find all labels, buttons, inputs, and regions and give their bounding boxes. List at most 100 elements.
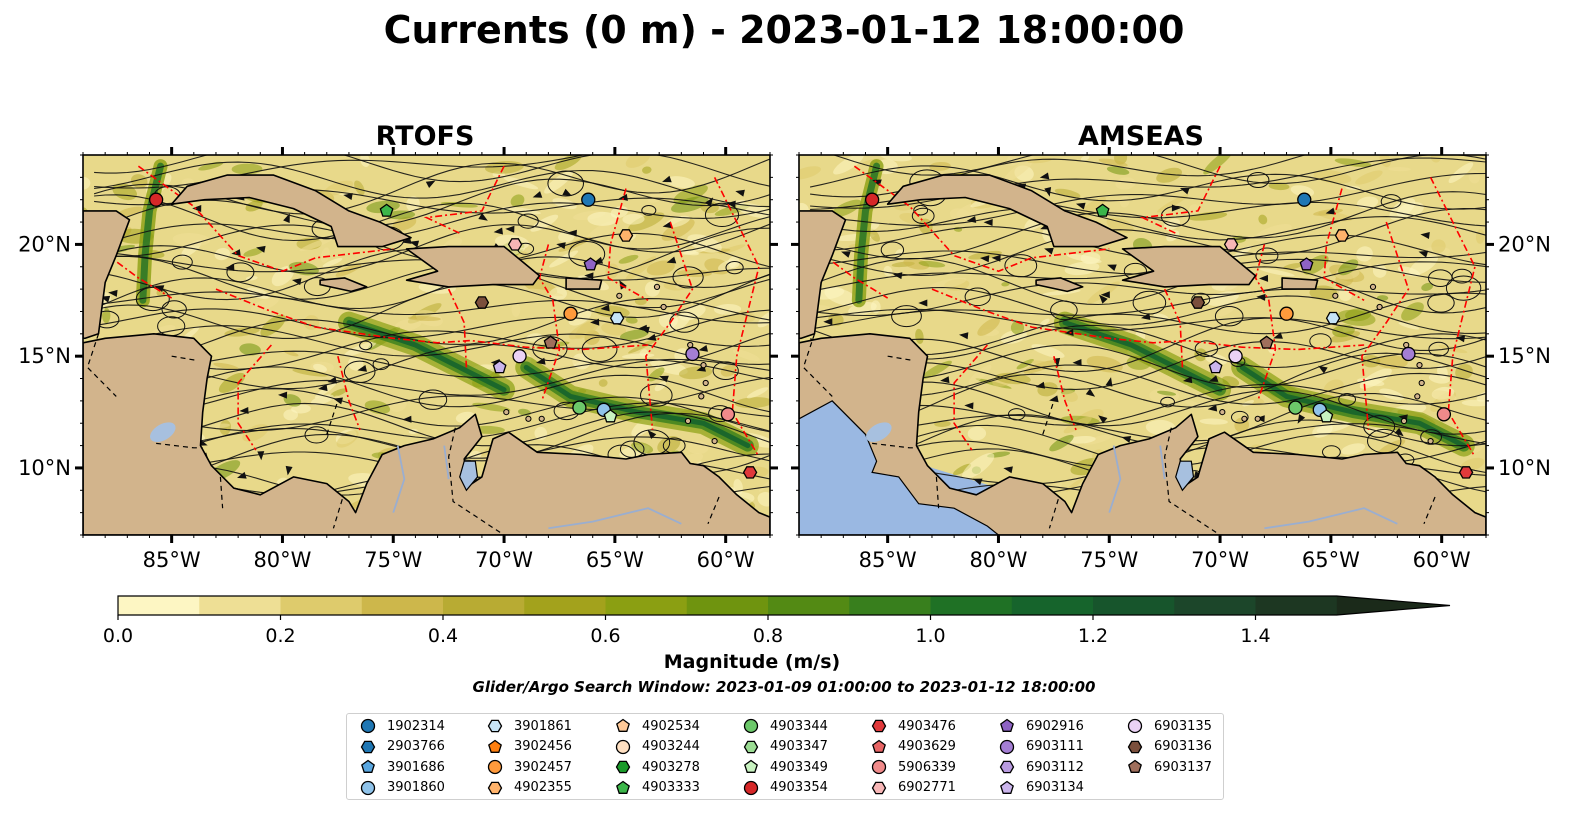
legend-item-4903344: 4903344	[740, 716, 828, 736]
x-tick-label: 70°W	[475, 548, 533, 572]
legend-marker-4902355	[487, 781, 503, 794]
y-tick-label: 10°N	[18, 456, 71, 480]
legend-marker-6903135	[1127, 718, 1143, 734]
hexagon-marker-icon	[871, 781, 887, 794]
float-marker-6903134	[1208, 360, 1223, 374]
float-marker-4902355	[618, 229, 634, 242]
pentagon-marker-icon	[1000, 780, 1014, 794]
float-marker-4903344	[1288, 400, 1303, 415]
legend-marker-6903137	[1128, 759, 1142, 773]
float-marker-4903333	[379, 203, 394, 217]
float-marker-3901861	[609, 311, 625, 325]
colorbar-bin	[605, 596, 688, 615]
hexagon-marker-icon	[360, 740, 376, 753]
legend-item-4903476: 4903476	[868, 716, 956, 736]
colorbar-tick-label: 0.6	[590, 625, 620, 647]
legend-marker-3901861	[487, 719, 503, 733]
hexagon-marker-icon	[487, 719, 503, 733]
float-marker-4903344	[572, 400, 587, 415]
eez-boundaries	[104, 165, 760, 458]
y-tick-label: 10°N	[1498, 456, 1551, 480]
x-tick-label: 75°W	[364, 548, 422, 572]
colorbar-bin	[1011, 596, 1094, 615]
legend-marker-4903476	[871, 719, 887, 733]
hexagon-marker-icon	[999, 760, 1015, 774]
legend-item-3901686: 3901686	[357, 757, 445, 777]
float-marker-4903349	[1319, 409, 1334, 423]
legend-item-6903136: 6903136	[1124, 737, 1212, 757]
legend-item-4902534: 4902534	[612, 716, 700, 736]
legend-item-6903111: 6903111	[996, 737, 1084, 757]
land	[83, 174, 770, 535]
legend-marker-2903766	[360, 740, 376, 753]
legend-marker-6903112	[999, 760, 1015, 774]
hexagon-marker-icon	[615, 760, 631, 774]
x-tick-label: 65°W	[586, 548, 644, 572]
legend-marker-4903278	[615, 760, 631, 774]
colorbar-tick-label: 0.2	[265, 625, 295, 647]
legend-label: 3901686	[387, 759, 445, 775]
legend-marker-3901686	[361, 759, 375, 773]
colorbar-tick-label: 1.0	[915, 625, 945, 647]
colorbar-bin	[443, 596, 525, 615]
legend-marker-6903136	[1127, 740, 1143, 753]
legend-label: 4903344	[770, 718, 828, 734]
y-tick-label: 20°N	[18, 232, 71, 256]
legend-marker-6902771	[871, 781, 887, 794]
legend-marker-1902314	[360, 718, 376, 734]
hexagon-marker-icon	[1127, 740, 1143, 753]
legend-label: 6903134	[1026, 780, 1084, 795]
legend-item-1902314: 1902314	[357, 716, 445, 736]
legend-label: 6902771	[898, 780, 956, 795]
colorbar-bin	[1255, 596, 1338, 615]
float-marker-1902314	[1297, 192, 1312, 207]
legend-item-4903347: 4903347	[740, 737, 828, 757]
float-marker-4903354	[864, 192, 880, 207]
x-tick-label: 80°W	[253, 548, 311, 572]
colorbar-tick-label: 0.0	[103, 625, 133, 647]
float-marker-4903354	[148, 192, 164, 207]
colorbar-bin	[686, 596, 769, 615]
pentagon-marker-icon	[616, 780, 630, 794]
float-marker-1902314	[581, 192, 596, 207]
circle-marker-icon	[360, 780, 376, 795]
colorbar-label: Magnitude (m/s)	[664, 651, 841, 673]
legend-item-2903766: 2903766	[357, 737, 445, 757]
amseas-map-area	[799, 155, 1486, 535]
rtofs-panel: RTOFS 85°W 80°W 75°W 70°W 65°W 60°W 20°N 15°N 10…	[18, 121, 778, 572]
x-tick-label: 80°W	[969, 548, 1027, 572]
legend-label: 4902534	[642, 718, 700, 734]
pentagon-marker-icon	[1000, 718, 1014, 732]
legend-label: 4903278	[642, 759, 700, 775]
hexagon-marker-icon	[871, 719, 887, 733]
circle-marker-icon	[360, 718, 376, 734]
x-tick-label: 85°W	[859, 548, 917, 572]
colorbar-bin	[849, 596, 931, 615]
legend-item-3901861: 3901861	[484, 716, 572, 736]
float-marker-6903111	[685, 346, 700, 362]
legend-marker-6902916	[1000, 718, 1014, 732]
legend-item-4903278: 4903278	[612, 757, 700, 777]
colorbar-bin	[930, 596, 1013, 615]
hexagon-marker-icon	[743, 740, 759, 753]
float-marker-4902355	[1334, 229, 1350, 242]
legend-item-6903134: 6903134	[996, 778, 1084, 798]
legend-label: 4902355	[514, 780, 572, 795]
colorbar: 0.0 0.2 0.4 0.6 0.8 1.0 1.2 1.4	[103, 595, 1451, 647]
legend-label: 5906339	[898, 759, 956, 775]
circle-marker-icon	[1127, 718, 1143, 734]
colorbar-bin	[768, 596, 850, 615]
legend-item-6902771: 6902771	[868, 778, 956, 798]
colorbar-bin	[1093, 596, 1175, 615]
circle-marker-icon	[487, 759, 503, 775]
legend-label: 6903137	[1154, 759, 1212, 775]
float-marker-6903137	[543, 335, 558, 349]
x-tick-label: 85°W	[143, 548, 201, 572]
land	[799, 174, 1486, 535]
legend-item-4903629: 4903629	[868, 737, 956, 757]
legend-marker-3902456	[488, 739, 502, 753]
x-tick-label: 60°W	[1413, 548, 1471, 572]
colorbar-bin	[1174, 596, 1256, 615]
float-markers	[864, 192, 1474, 479]
float-marker-6902916	[583, 257, 598, 271]
